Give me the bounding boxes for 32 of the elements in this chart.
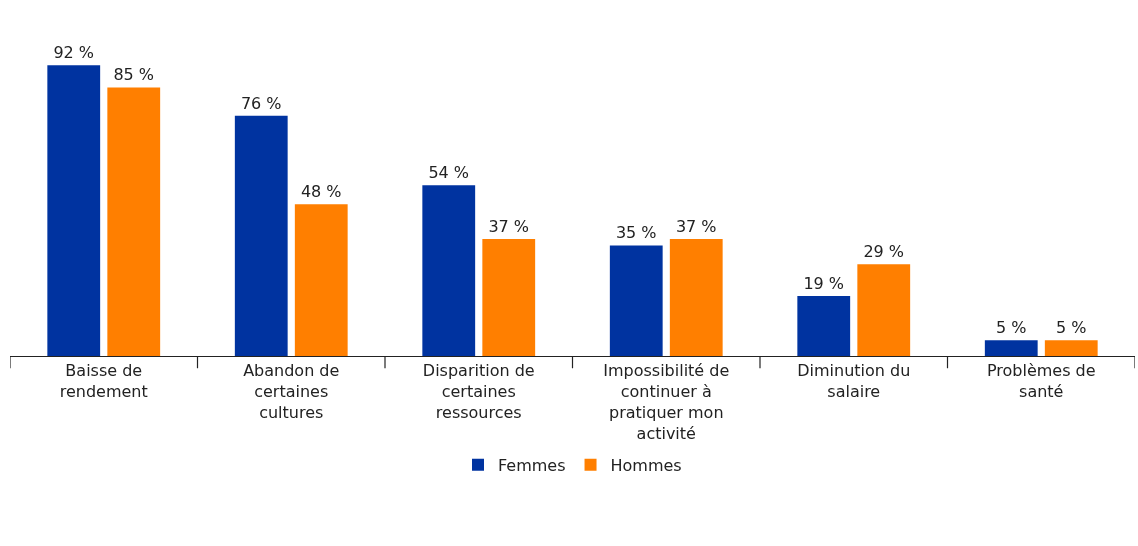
data-label: 37 % — [675, 217, 717, 237]
bar — [294, 204, 348, 356]
data-label: 19 % — [803, 273, 845, 293]
bar — [107, 87, 161, 356]
bar — [669, 239, 723, 356]
bar — [1044, 340, 1098, 356]
x-tick-label: Disparition de certaines ressources — [422, 361, 535, 422]
bar — [984, 340, 1038, 356]
x-tick-label: Baisse de rendement — [59, 361, 148, 402]
data-label: 5 % — [1056, 318, 1087, 338]
data-label: 48 % — [300, 182, 342, 202]
data-label: 54 % — [428, 163, 470, 183]
bar — [234, 115, 288, 356]
data-label: 76 % — [240, 93, 282, 113]
data-label: 92 % — [53, 43, 95, 63]
bar — [609, 245, 663, 356]
bar — [47, 65, 101, 356]
legend-label: Hommes — [610, 455, 682, 475]
bar — [797, 295, 851, 356]
x-tick-label: Abandon de certaines cultures — [243, 361, 340, 422]
data-label: 35 % — [615, 223, 657, 243]
data-label: 5 % — [996, 318, 1027, 338]
x-tick-label: Impossibilité de continuer à pratiquer mon activité — [603, 361, 730, 443]
bar — [482, 239, 536, 356]
data-label: 29 % — [863, 242, 905, 262]
data-label: 85 % — [113, 65, 155, 85]
bar — [857, 264, 911, 356]
x-tick-label: Diminution du salaire — [797, 361, 911, 402]
bar — [422, 185, 476, 356]
data-label: 37 % — [488, 217, 530, 237]
legend-label: Femmes — [498, 455, 566, 475]
x-tick-label: Problèmes de santé — [986, 361, 1096, 402]
